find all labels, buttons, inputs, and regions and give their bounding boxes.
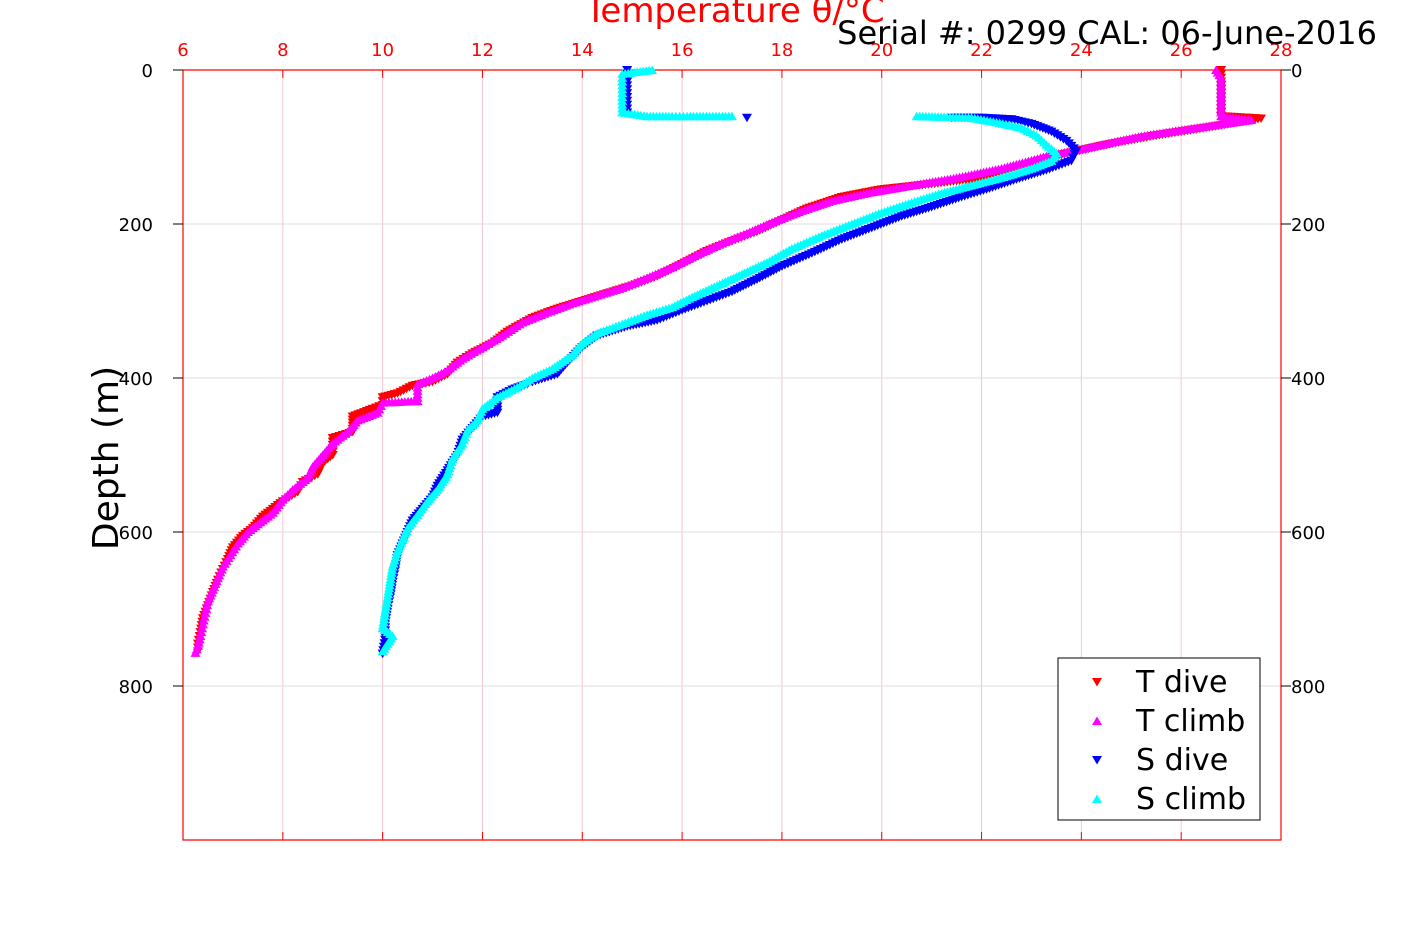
x-tick-label: 24 [1070, 40, 1093, 61]
series-s-dive [377, 66, 1082, 659]
data-point [201, 604, 212, 613]
y-tick-label-right: 0 [1291, 61, 1302, 82]
legend-marker [1092, 716, 1102, 725]
legend-box [1057, 657, 1261, 821]
legend-marker [1092, 794, 1102, 803]
x-tick-label: 6 [177, 40, 188, 61]
data-markers [190, 65, 1267, 659]
y-tick-label-left: 0 [142, 61, 153, 82]
x-tick-label: 18 [770, 40, 793, 61]
y-tick-label-left: 600 [119, 523, 153, 544]
legend: T dive T climb S dive S climb [1057, 657, 1261, 821]
data-point [198, 616, 209, 625]
y-tick-label-right: 800 [1291, 677, 1325, 698]
x-tick-label: 28 [1270, 40, 1293, 61]
data-point [199, 612, 210, 621]
x-tick-label: 12 [471, 40, 494, 61]
y-tick-label-right: 200 [1291, 215, 1325, 236]
x-tick-label: 22 [970, 40, 993, 61]
data-point [727, 111, 737, 121]
chart-title: Temperature θ/°C [584, 0, 884, 31]
legend-label: S dive [1136, 743, 1228, 778]
y-axis-label: Depth (m) [86, 366, 127, 550]
y-tick-label-right: 600 [1291, 523, 1325, 544]
data-point [377, 646, 388, 656]
legend-label: T dive [1135, 665, 1227, 700]
data-point [197, 619, 208, 629]
x-tick-label: 10 [371, 40, 394, 61]
series-t-climb [190, 65, 1257, 657]
data-point [741, 113, 752, 123]
x-tick-label: 20 [870, 40, 893, 61]
y-tick-label-left: 200 [119, 215, 153, 236]
y-tick-label-left: 800 [119, 677, 153, 698]
x-tick-label: 14 [571, 40, 594, 61]
series-s-climb [377, 65, 1062, 656]
data-point [190, 648, 201, 657]
data-point [197, 623, 208, 633]
data-point [202, 596, 213, 606]
chart-subtitle: Serial #: 0299 CAL: 06-June-2016 [837, 14, 1377, 52]
data-point [202, 600, 213, 610]
series-t-dive [192, 66, 1267, 656]
legend-marker [1092, 678, 1102, 687]
legend-label: S climb [1136, 782, 1246, 817]
x-tick-label: 26 [1170, 40, 1193, 61]
y-tick-label-left: 400 [119, 369, 153, 390]
data-point [196, 627, 207, 637]
data-point [200, 608, 211, 617]
legend-label: T climb [1135, 704, 1245, 739]
x-tick-label: 16 [671, 40, 694, 61]
legend-marker [1092, 756, 1102, 765]
y-tick-label-right: 400 [1291, 369, 1325, 390]
x-tick-label: 8 [277, 40, 288, 61]
